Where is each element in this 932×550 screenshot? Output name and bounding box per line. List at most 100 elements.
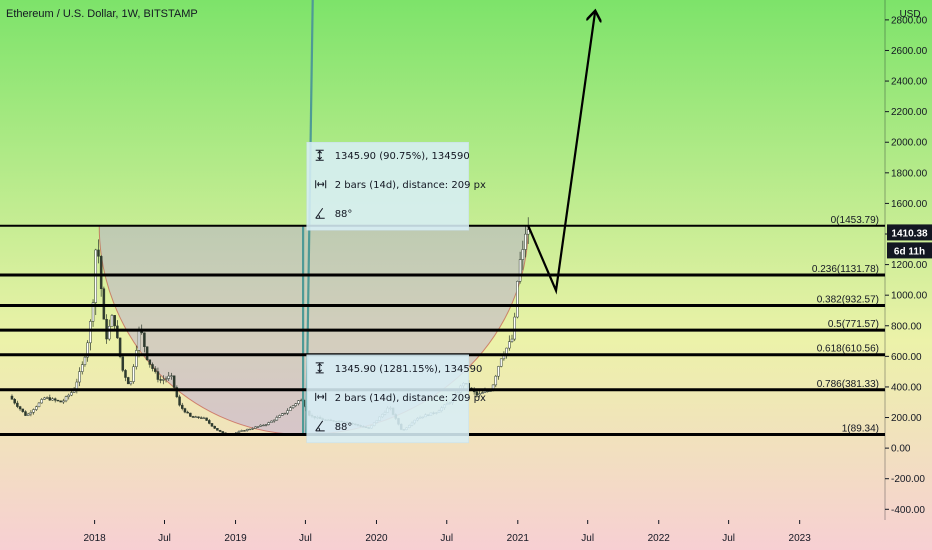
candle[interactable] (291, 405, 295, 409)
candle[interactable] (37, 402, 41, 408)
candle[interactable] (278, 414, 281, 418)
candle[interactable] (178, 394, 181, 407)
candle[interactable] (153, 366, 157, 374)
candle[interactable] (159, 375, 162, 384)
candle[interactable] (210, 423, 214, 427)
candle[interactable] (521, 240, 525, 271)
candle[interactable] (286, 408, 289, 416)
measure-info-box[interactable]: 1345.90 (1281.15%), 134590 2 bars (14d), … (306, 354, 486, 444)
candle[interactable] (189, 412, 192, 417)
candle[interactable] (78, 367, 81, 387)
candle[interactable] (181, 402, 184, 411)
candle[interactable] (194, 415, 198, 418)
candle[interactable] (21, 408, 25, 413)
candle[interactable] (89, 319, 92, 351)
candle[interactable] (513, 312, 516, 342)
candle[interactable] (494, 374, 498, 388)
candle[interactable] (237, 430, 241, 433)
candle[interactable] (53, 397, 57, 403)
candle[interactable] (289, 406, 292, 411)
candle[interactable] (156, 367, 160, 383)
candle[interactable] (183, 407, 187, 414)
candle[interactable] (218, 429, 222, 433)
candle[interactable] (59, 400, 62, 403)
candle[interactable] (518, 251, 522, 284)
candle[interactable] (16, 400, 19, 409)
candle[interactable] (508, 335, 511, 351)
candle[interactable] (51, 397, 54, 401)
candle[interactable] (40, 398, 43, 404)
candle[interactable] (281, 412, 284, 417)
candle[interactable] (70, 390, 73, 397)
candle[interactable] (205, 417, 208, 422)
candle[interactable] (67, 393, 70, 400)
candle[interactable] (259, 424, 262, 427)
candle[interactable] (113, 315, 116, 331)
candle[interactable] (524, 225, 527, 258)
candle[interactable] (202, 416, 206, 419)
candle[interactable] (186, 410, 189, 414)
candle[interactable] (97, 239, 100, 264)
candle[interactable] (297, 400, 300, 406)
candle[interactable] (199, 416, 203, 419)
candle[interactable] (143, 332, 146, 353)
candle[interactable] (148, 359, 152, 368)
candle[interactable] (56, 399, 60, 402)
candle[interactable] (499, 358, 503, 368)
candle[interactable] (197, 416, 200, 419)
candle[interactable] (48, 394, 52, 401)
candle[interactable] (243, 430, 246, 432)
candle[interactable] (167, 371, 170, 381)
candle[interactable] (175, 385, 179, 399)
candle[interactable] (253, 426, 257, 429)
current-price-badge[interactable]: 1410.38 (887, 224, 932, 241)
candle[interactable] (80, 361, 84, 375)
candle[interactable] (18, 405, 22, 411)
candle[interactable] (251, 427, 254, 430)
candle[interactable] (272, 419, 276, 423)
candle[interactable] (264, 424, 268, 427)
candle[interactable] (191, 415, 195, 418)
candle[interactable] (151, 362, 154, 372)
candle[interactable] (124, 369, 127, 382)
candle[interactable] (267, 421, 270, 426)
candle[interactable] (83, 355, 87, 367)
candle[interactable] (13, 398, 16, 405)
candle[interactable] (270, 420, 273, 423)
candle[interactable] (110, 313, 114, 327)
candle[interactable] (86, 340, 89, 362)
candle[interactable] (62, 398, 65, 404)
candle[interactable] (283, 412, 287, 415)
candle[interactable] (256, 426, 260, 428)
candle[interactable] (132, 364, 135, 384)
candle[interactable] (526, 217, 530, 244)
candle[interactable] (126, 376, 130, 385)
candle[interactable] (262, 424, 265, 427)
candle[interactable] (102, 286, 106, 320)
candle[interactable] (475, 390, 479, 398)
candle[interactable] (162, 375, 165, 385)
measure-info-box[interactable]: 1345.90 (90.75%), 134590 2 bars (14d), di… (306, 141, 486, 231)
candle[interactable] (121, 356, 125, 373)
candle[interactable] (516, 280, 519, 319)
candle[interactable] (216, 428, 219, 431)
candle[interactable] (26, 412, 30, 416)
candle[interactable] (294, 402, 298, 408)
candle[interactable] (208, 419, 211, 425)
candle[interactable] (164, 376, 168, 383)
candle[interactable] (43, 396, 46, 400)
candle[interactable] (91, 299, 95, 327)
candle[interactable] (213, 425, 216, 429)
candle[interactable] (45, 396, 49, 400)
candle[interactable] (64, 395, 68, 403)
candle[interactable] (29, 410, 33, 417)
candle[interactable] (245, 428, 249, 432)
candle[interactable] (24, 410, 27, 416)
candle[interactable] (275, 415, 279, 421)
candle[interactable] (510, 334, 514, 343)
candle[interactable] (248, 428, 252, 431)
candle[interactable] (135, 345, 138, 370)
candle[interactable] (35, 405, 38, 411)
